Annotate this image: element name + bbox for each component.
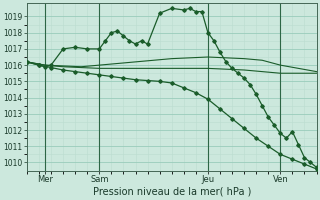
X-axis label: Pression niveau de la mer( hPa ): Pression niveau de la mer( hPa ) [92,187,251,197]
